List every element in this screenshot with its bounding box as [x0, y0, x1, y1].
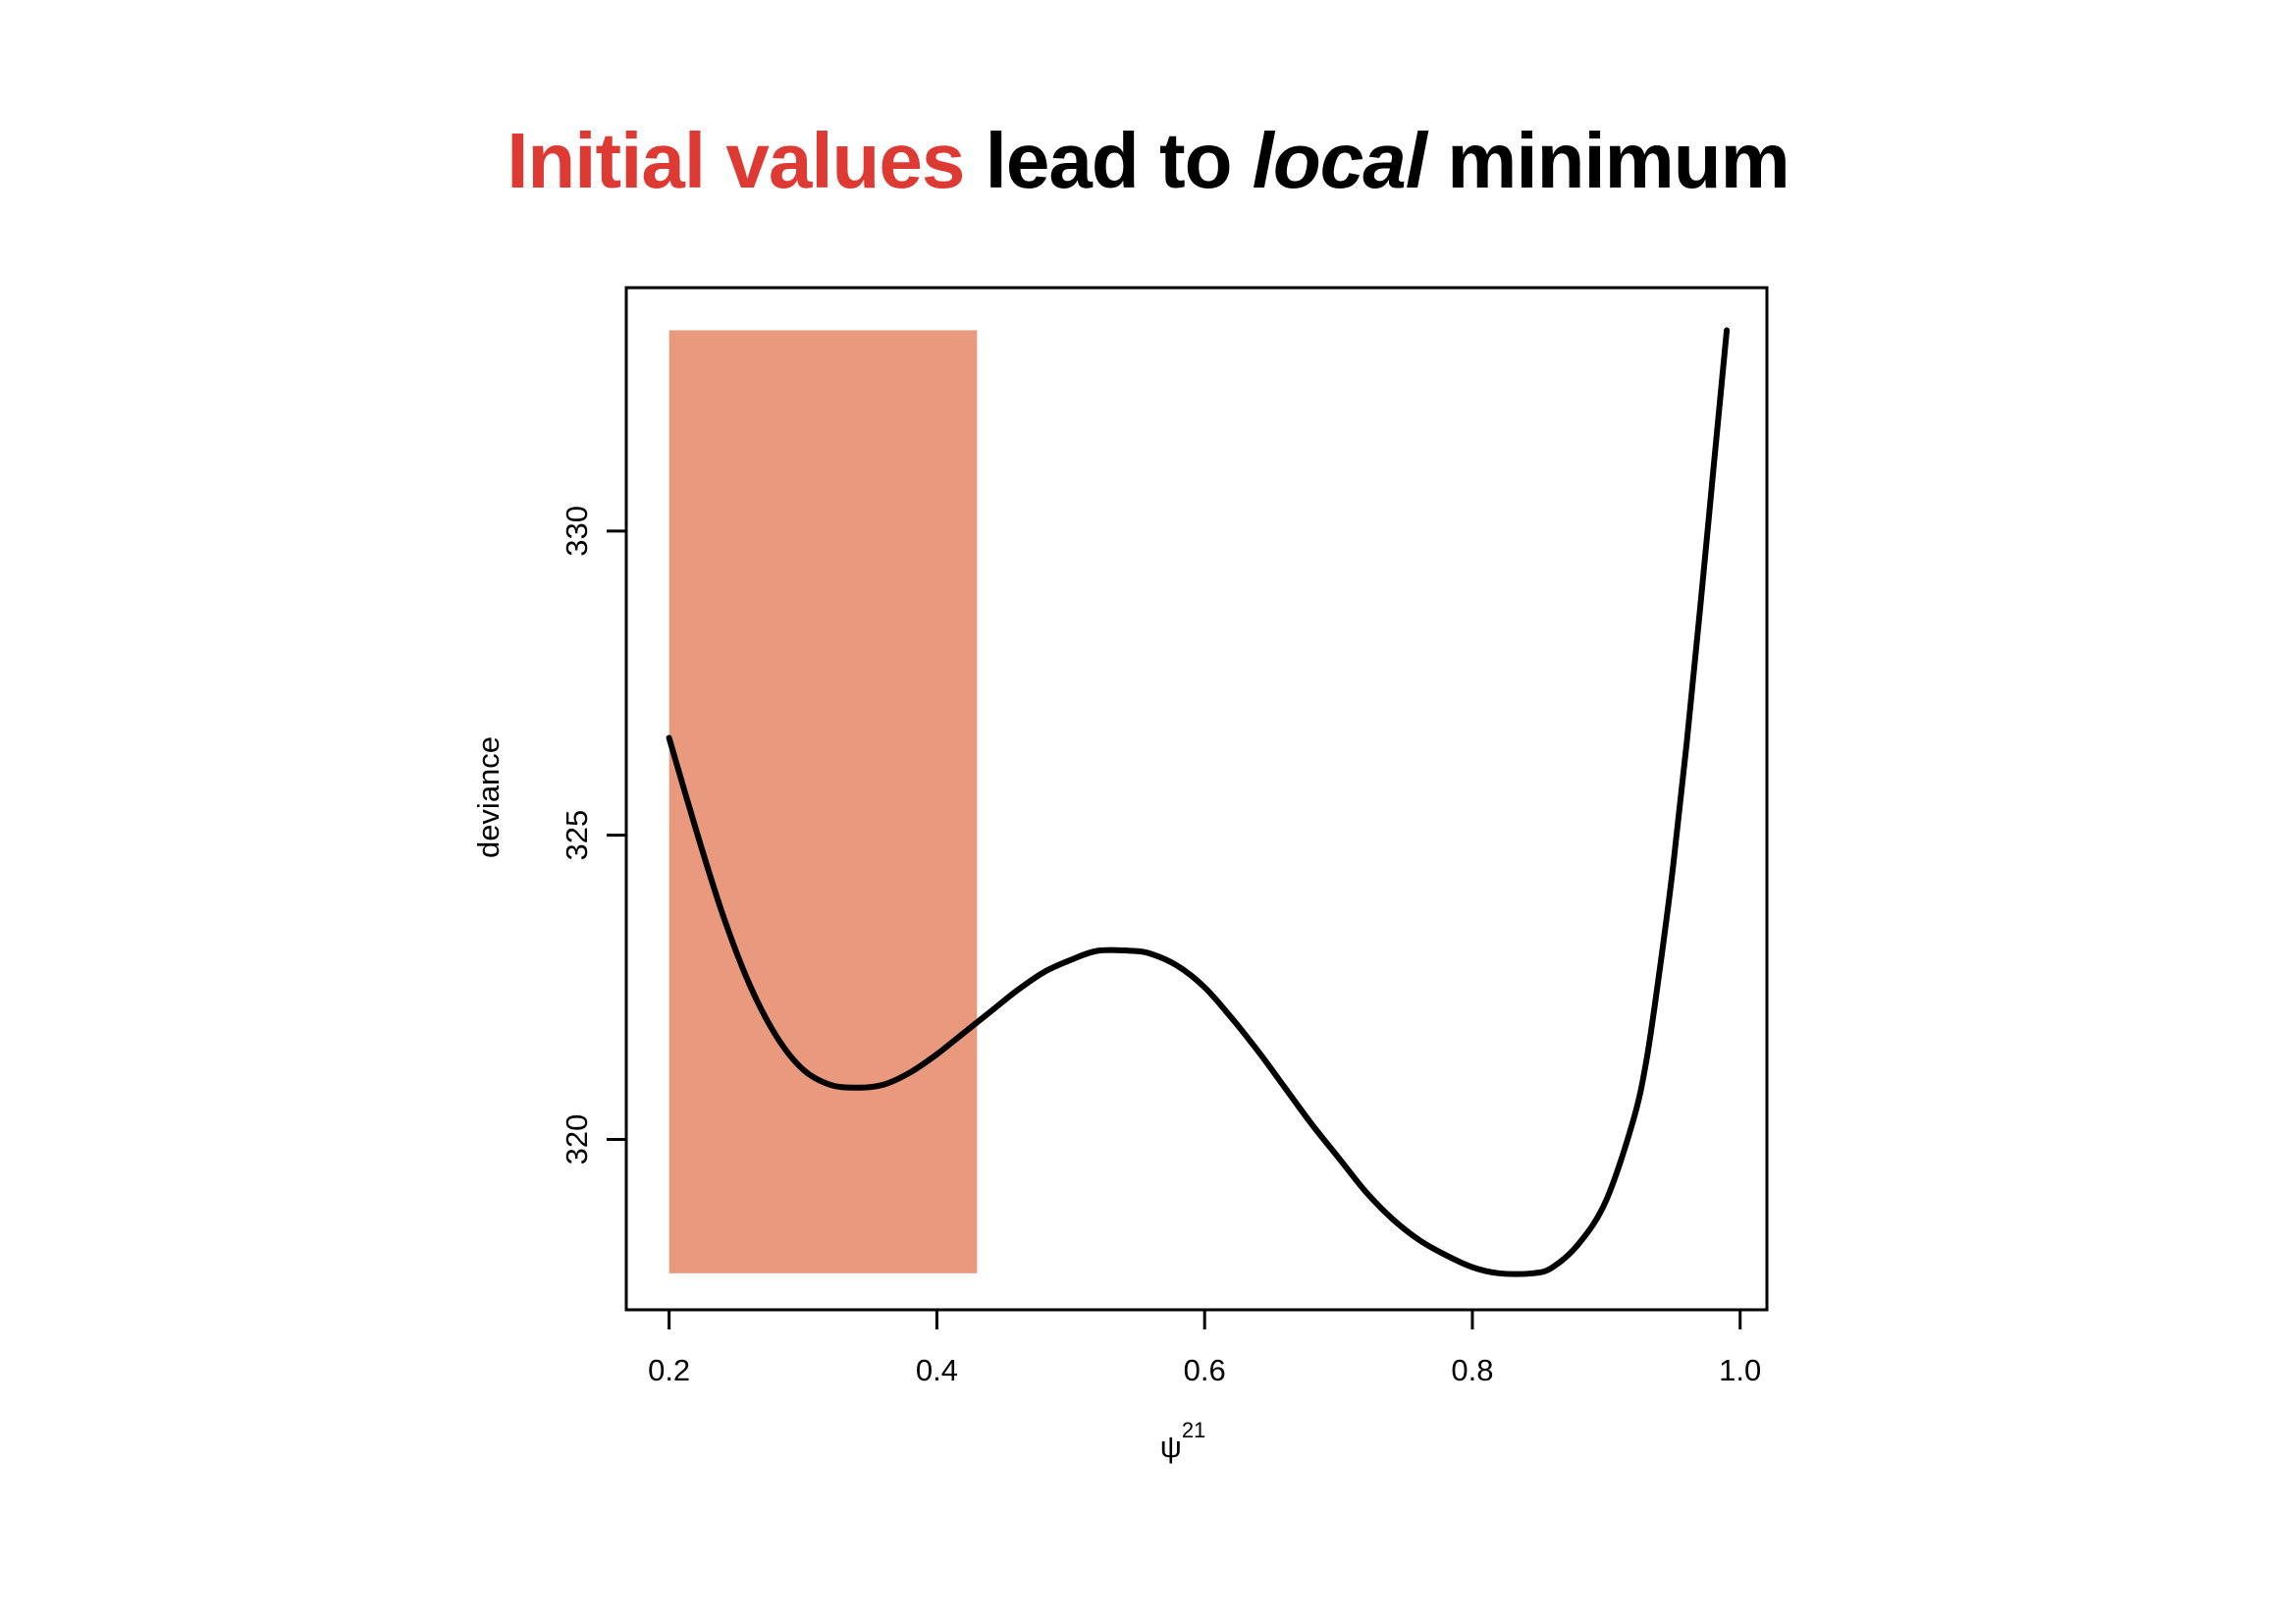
- x-axis-label-superscript: 21: [1182, 1418, 1205, 1442]
- title-text-end: minimum: [1425, 117, 1790, 204]
- x-tick-label: 1.0: [1719, 1353, 1761, 1387]
- x-tick-label: 0.2: [648, 1353, 690, 1387]
- y-tick-label: 320: [560, 1114, 594, 1165]
- x-axis-label: ψ21: [1160, 1418, 1206, 1464]
- y-axis-label: deviance: [471, 736, 506, 858]
- title-text-middle: lead to: [964, 117, 1253, 204]
- title-emphasis-text: local: [1252, 117, 1427, 204]
- x-axis: 0.2 0.4 0.6 0.8 1.0: [648, 1308, 1761, 1387]
- x-tick-label: 0.4: [916, 1353, 958, 1387]
- deviance-curve: [666, 327, 1731, 1277]
- x-axis-label-symbol: ψ: [1160, 1430, 1182, 1464]
- x-tick-label: 0.8: [1451, 1353, 1493, 1387]
- y-axis: 320 325 330: [560, 506, 628, 1165]
- y-tick-label: 330: [560, 506, 594, 557]
- title-accent-text: Initial values: [507, 117, 965, 204]
- slide-title: Initial values lead to local minimum: [0, 116, 2296, 206]
- initial-values-region: [668, 330, 978, 1273]
- x-tick-label: 0.6: [1184, 1353, 1226, 1387]
- y-tick-label: 325: [560, 810, 594, 861]
